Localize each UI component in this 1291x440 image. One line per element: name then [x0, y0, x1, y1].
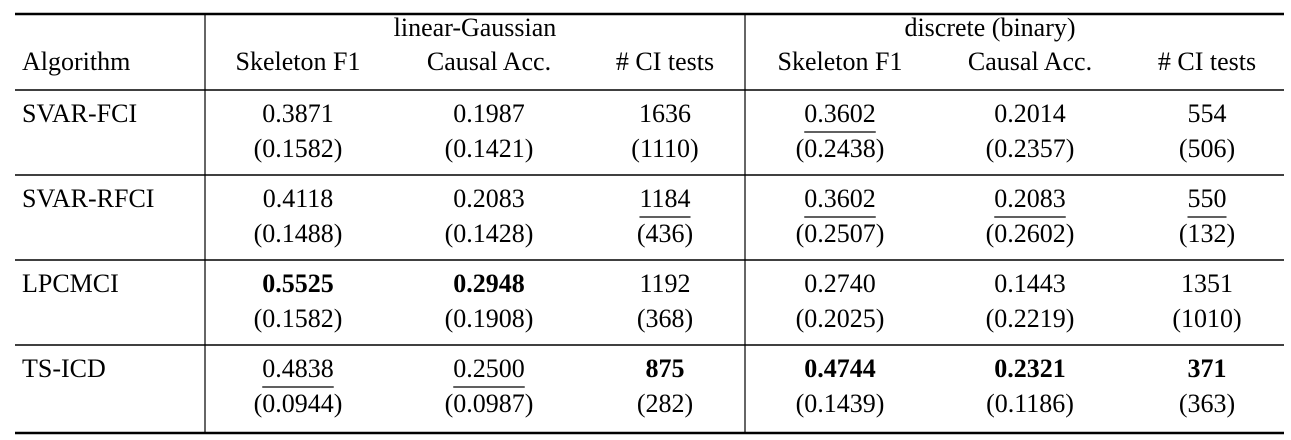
cell-value: 1184	[639, 184, 690, 213]
cell-std: (0.2507)	[796, 219, 885, 248]
cell-std: (1010)	[1172, 304, 1241, 333]
cell-value: 550	[1188, 184, 1227, 213]
cell-value: 1351	[1181, 269, 1233, 298]
column-header: Causal Acc.	[968, 47, 1092, 76]
cell-value: 0.5525	[262, 269, 334, 298]
cell-value: 0.2083	[994, 184, 1066, 213]
algorithm-name: SVAR-FCI	[22, 99, 137, 128]
column-header: # CI tests	[616, 47, 714, 76]
cell-value: 0.4838	[262, 354, 334, 383]
cell-std: (0.1421)	[445, 134, 534, 163]
cell-value: 0.2948	[453, 269, 525, 298]
cell-std: (0.2357)	[986, 134, 1075, 163]
cell-std: (0.2438)	[796, 134, 885, 163]
cell-value: 0.4744	[804, 354, 876, 383]
cell-std: (1110)	[631, 134, 698, 163]
cell-std: (282)	[637, 389, 693, 418]
cell-std: (0.1439)	[796, 389, 885, 418]
cell-std: (363)	[1179, 389, 1235, 418]
cell-value: 1192	[639, 269, 690, 298]
cell-std: (132)	[1179, 219, 1235, 248]
cell-std: (0.1908)	[445, 304, 534, 333]
cell-value: 0.4118	[263, 184, 334, 213]
cell-std: (436)	[637, 219, 693, 248]
algorithm-name: TS-ICD	[22, 354, 106, 383]
column-header: # CI tests	[1158, 47, 1256, 76]
cell-std: (0.2602)	[986, 219, 1075, 248]
cell-std: (0.2219)	[986, 304, 1075, 333]
cell-value: 1636	[639, 99, 691, 128]
column-header: Skeleton F1	[236, 47, 361, 76]
cell-std: (0.1582)	[254, 304, 343, 333]
cell-value: 371	[1188, 354, 1227, 383]
cell-value: 0.3602	[804, 99, 876, 128]
cell-std: (368)	[637, 304, 693, 333]
algorithm-name: LPCMCI	[22, 269, 119, 298]
cell-std: (0.1428)	[445, 219, 534, 248]
cell-std: (0.2025)	[796, 304, 885, 333]
cell-std: (0.0944)	[254, 389, 343, 418]
cell-value: 0.2321	[994, 354, 1066, 383]
cell-std: (0.1582)	[254, 134, 343, 163]
column-header: Skeleton F1	[778, 47, 903, 76]
algorithm-name: SVAR-RFCI	[22, 184, 154, 213]
cell-value: 0.1443	[994, 269, 1066, 298]
cell-std: (0.1186)	[986, 389, 1074, 418]
group-header: discrete (binary)	[904, 13, 1075, 42]
group-header: linear-Gaussian	[394, 13, 557, 42]
cell-std: (0.0987)	[445, 389, 534, 418]
cell-std: (506)	[1179, 134, 1235, 163]
cell-value: 554	[1188, 99, 1227, 128]
cell-value: 0.1987	[453, 99, 525, 128]
column-header: Causal Acc.	[427, 47, 551, 76]
cell-value: 875	[646, 354, 685, 383]
cell-value: 0.2014	[994, 99, 1066, 128]
cell-value: 0.2740	[804, 269, 876, 298]
cell-value: 0.2083	[453, 184, 525, 213]
cell-value: 0.2500	[453, 354, 525, 383]
cell-std: (0.1488)	[254, 219, 343, 248]
cell-value: 0.3871	[262, 99, 334, 128]
cell-value: 0.3602	[804, 184, 876, 213]
column-header: Algorithm	[22, 47, 130, 76]
